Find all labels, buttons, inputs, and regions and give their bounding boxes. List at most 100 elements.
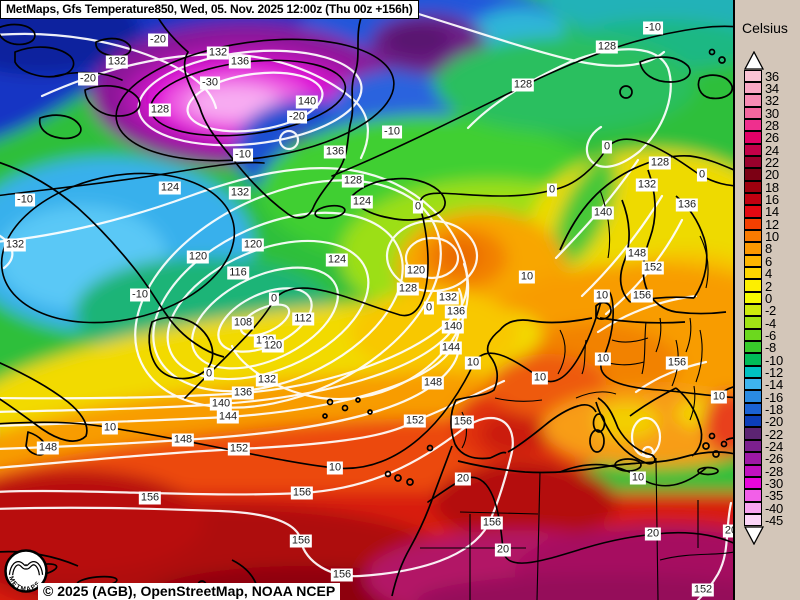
legend-row: -24 bbox=[744, 438, 783, 454]
legend-row: 18 bbox=[744, 179, 783, 195]
legend-value-label: 26 bbox=[765, 130, 779, 146]
legend-value-label: 32 bbox=[765, 93, 779, 109]
legend-row: 28 bbox=[744, 118, 783, 134]
legend-color-swatch bbox=[744, 316, 762, 329]
legend-value-label: 6 bbox=[765, 253, 772, 269]
legend-row: -26 bbox=[744, 451, 783, 467]
legend-color-swatch bbox=[744, 415, 762, 428]
legend-color-swatch bbox=[744, 365, 762, 379]
legend-value-label: -2 bbox=[765, 303, 776, 319]
legend-color-swatch bbox=[744, 427, 762, 440]
legend-value-label: 34 bbox=[765, 81, 779, 97]
legend-color-swatch bbox=[744, 476, 762, 490]
legend-color-swatch bbox=[744, 390, 762, 403]
legend-value-label: 22 bbox=[765, 155, 779, 171]
legend-row: -6 bbox=[744, 327, 783, 343]
legend-color-swatch bbox=[744, 353, 762, 366]
legend-value-label: -28 bbox=[765, 463, 783, 479]
legend-value-label: -35 bbox=[765, 488, 783, 504]
legend-color-swatch bbox=[744, 131, 762, 144]
legend-color-swatch bbox=[744, 452, 762, 465]
legend-row: 22 bbox=[744, 155, 783, 171]
legend-color-swatch bbox=[744, 291, 762, 305]
legend-value-label: -14 bbox=[765, 377, 783, 393]
legend-color-swatch bbox=[744, 402, 762, 416]
legend-row: 32 bbox=[744, 93, 783, 109]
legend-row: -4 bbox=[744, 316, 783, 330]
legend-row: -18 bbox=[744, 401, 783, 417]
legend-row: -28 bbox=[744, 463, 783, 479]
legend-value-label: -20 bbox=[765, 414, 783, 430]
legend-value-label: -40 bbox=[765, 500, 783, 516]
legend-row: 30 bbox=[744, 105, 783, 121]
legend-value-label: 4 bbox=[765, 266, 772, 282]
legend-row: 20 bbox=[744, 168, 783, 181]
legend-row: -14 bbox=[744, 377, 783, 393]
legend-value-label: 16 bbox=[765, 192, 779, 208]
legend-color-swatch bbox=[744, 439, 762, 453]
legend-value-label: -26 bbox=[765, 451, 783, 467]
legend-row: 26 bbox=[744, 130, 783, 146]
weather-map bbox=[0, 0, 733, 600]
legend-color-swatch bbox=[744, 489, 762, 502]
legend-value-label: -24 bbox=[765, 438, 783, 454]
legend-row: 16 bbox=[744, 192, 783, 208]
legend-color-swatch bbox=[744, 304, 762, 317]
legend-row: -45 bbox=[744, 513, 783, 529]
legend-row: -12 bbox=[744, 364, 783, 380]
legend-value-label: 14 bbox=[765, 204, 779, 220]
legend-value-label: -12 bbox=[765, 364, 783, 380]
legend-value-label: -8 bbox=[765, 340, 776, 356]
legend-panel: Celsius 36 34 32 30 28 26 24 22 20 18 16 14 12 10 8 6 4 2… bbox=[733, 0, 800, 600]
legend-row: 6 bbox=[744, 253, 783, 269]
legend-color-swatch bbox=[744, 205, 762, 218]
legend-scale: 36 34 32 30 28 26 24 22 20 18 16 14 12 10 8 6 4 2 0 -2 -4 -6-… bbox=[744, 68, 783, 529]
legend-value-label: -6 bbox=[765, 327, 776, 343]
legend-color-swatch bbox=[744, 69, 762, 82]
legend-row: -22 bbox=[744, 426, 783, 442]
legend-value-label: -10 bbox=[765, 352, 783, 368]
legend-value-label: -22 bbox=[765, 426, 783, 442]
legend-value-label: -18 bbox=[765, 401, 783, 417]
legend-color-swatch bbox=[744, 242, 762, 255]
legend-color-swatch bbox=[744, 267, 762, 280]
legend-value-label: 18 bbox=[765, 179, 779, 195]
legend-color-swatch bbox=[744, 81, 762, 95]
legend-color-swatch bbox=[744, 229, 762, 243]
legend-value-label: 30 bbox=[765, 105, 779, 121]
copyright-bar: © 2025 (AGB), OpenStreetMap, NOAA NCEP bbox=[38, 583, 341, 600]
legend-row: -2 bbox=[744, 303, 783, 319]
legend-value-label: 24 bbox=[765, 142, 779, 158]
legend-color-swatch bbox=[744, 180, 762, 193]
legend-row: -8 bbox=[744, 340, 783, 356]
legend-row: -40 bbox=[744, 500, 783, 516]
legend-row: 10 bbox=[744, 229, 783, 245]
legend-color-swatch bbox=[744, 328, 762, 342]
legend-value-label: 2 bbox=[765, 278, 772, 294]
legend-color-swatch bbox=[744, 254, 762, 267]
legend-value-label: 0 bbox=[765, 290, 772, 306]
legend-row: -10 bbox=[744, 352, 783, 368]
legend-value-label: -45 bbox=[765, 513, 783, 529]
legend-value-label: 10 bbox=[765, 229, 779, 245]
legend-value-label: 12 bbox=[765, 216, 779, 232]
map-title: MetMaps, Gfs Temperature850, Wed, 05. No… bbox=[0, 0, 419, 19]
legend-unit-label: Celsius bbox=[742, 20, 788, 36]
legend-row: 12 bbox=[744, 216, 783, 232]
legend-row: 36 bbox=[744, 68, 783, 84]
legend-color-swatch bbox=[744, 155, 762, 169]
legend-color-swatch bbox=[744, 94, 762, 107]
legend-value-label: 28 bbox=[765, 118, 779, 134]
legend-color-swatch bbox=[744, 513, 762, 527]
legend-row: -35 bbox=[744, 488, 783, 504]
legend-color-swatch bbox=[744, 464, 762, 477]
legend-color-swatch bbox=[744, 143, 762, 156]
legend-row: 24 bbox=[744, 142, 783, 158]
legend-value-label: 36 bbox=[765, 68, 779, 84]
legend-color-swatch bbox=[744, 378, 762, 391]
legend-color-swatch bbox=[744, 501, 762, 514]
legend-row: 34 bbox=[744, 81, 783, 97]
legend-value-label: -30 bbox=[765, 476, 783, 492]
legend-row: 0 bbox=[744, 290, 783, 306]
